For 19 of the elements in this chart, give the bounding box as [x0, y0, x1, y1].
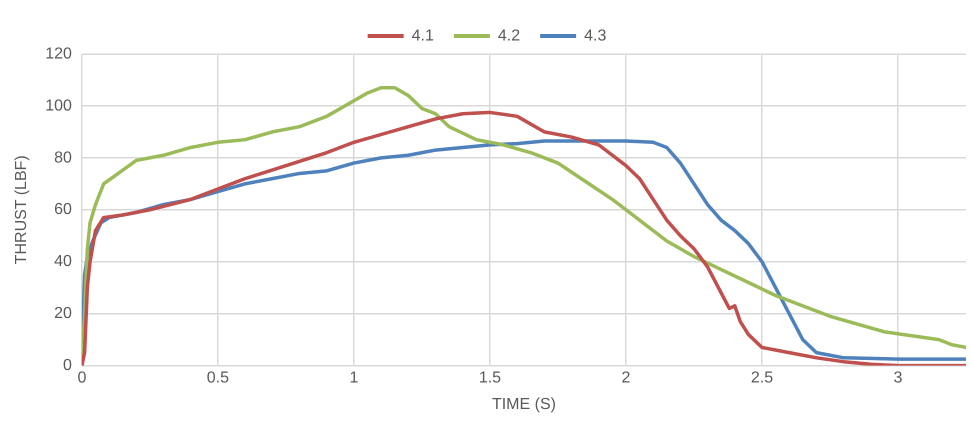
x-tick-label: 0.5: [206, 370, 230, 387]
x-tick-label: 1.5: [478, 370, 502, 387]
x-tick-label: 2.5: [750, 370, 774, 387]
x-axis-title: TIME (S): [492, 396, 556, 413]
y-tick-label: 20: [54, 305, 72, 322]
x-tick-label: 0: [77, 370, 86, 387]
x-tick-label: 2: [622, 370, 631, 387]
legend-label: 4.3: [584, 27, 606, 44]
legend-label: 4.2: [498, 27, 520, 44]
y-tick-label: 0: [62, 357, 72, 374]
y-tick-label: 120: [45, 45, 72, 62]
y-tick-label: 100: [45, 97, 72, 114]
x-tick-label: 1: [349, 370, 358, 387]
x-tick-label: 3: [894, 370, 903, 387]
y-tick-label: 80: [54, 149, 72, 166]
y-tick-label: 40: [54, 253, 72, 270]
y-axis-title: THRUST (LBF): [13, 155, 30, 264]
legend-label: 4.1: [412, 27, 434, 44]
y-tick-label: 60: [54, 201, 72, 218]
